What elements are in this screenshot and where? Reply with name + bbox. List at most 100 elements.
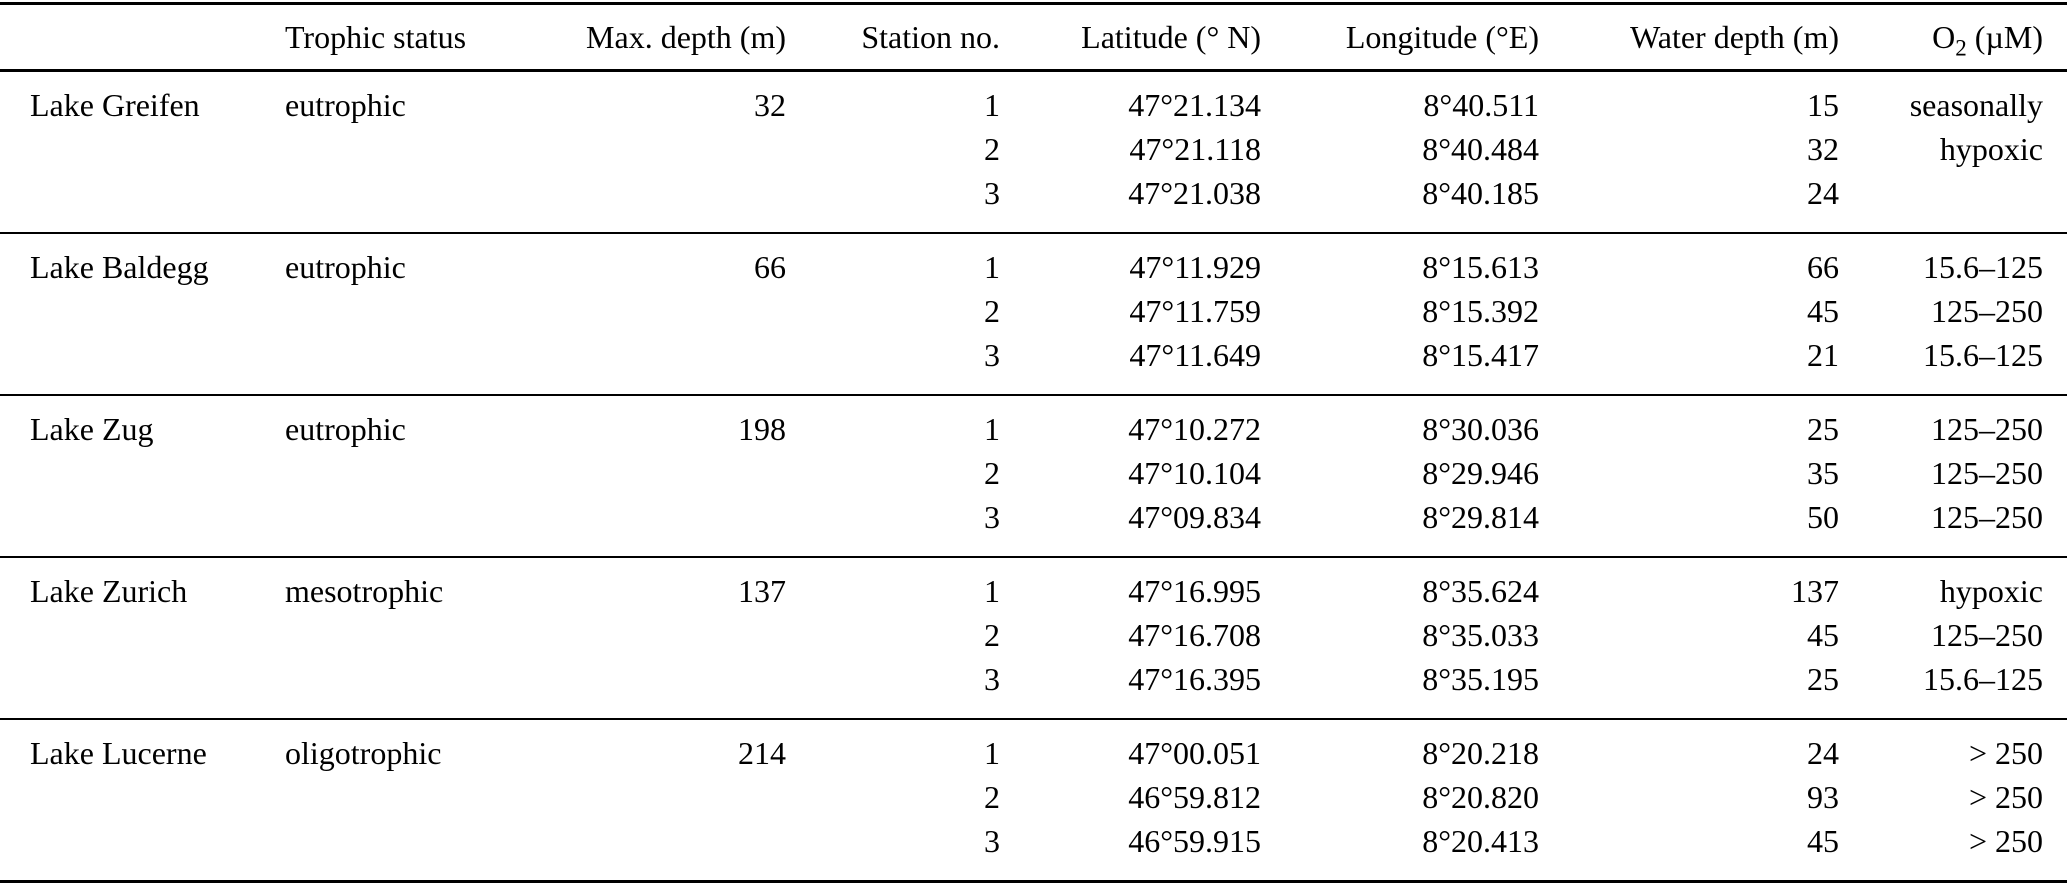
water-depth-cell: 45 xyxy=(1807,823,1839,859)
trophic-status-cell xyxy=(265,613,490,657)
o2-cell: hypoxic xyxy=(1939,131,2043,167)
latitude-cell: 47°11.649 xyxy=(1129,337,1261,373)
table-row: 3 46°59.915 8°20.413 45 > 250 xyxy=(0,819,2067,882)
max-depth-cell xyxy=(490,613,786,657)
longitude-cell: 8°20.218 xyxy=(1422,735,1539,771)
table-row: 3 47°16.395 8°35.195 25 15.6–125 xyxy=(0,657,2067,719)
table-row: Lake Lucerne oligotrophic 214 1 47°00.05… xyxy=(0,719,2067,775)
o2-symbol: O xyxy=(1932,18,1956,55)
trophic-status-cell xyxy=(265,171,490,233)
table-row: 2 47°10.104 8°29.946 35 125–250 xyxy=(0,451,2067,495)
lake-name-cell xyxy=(0,775,265,819)
o2-cell: > 250 xyxy=(1968,823,2043,859)
longitude-cell: 8°35.195 xyxy=(1422,661,1539,697)
header-latitude: Latitude (° N) xyxy=(1000,3,1261,72)
station-no-cell: 3 xyxy=(984,499,1000,535)
longitude-cell: 8°15.417 xyxy=(1422,337,1539,373)
o2-cell: 125–250 xyxy=(1931,411,2043,447)
station-no-cell: 3 xyxy=(984,661,1000,697)
longitude-cell: 8°35.033 xyxy=(1422,617,1539,653)
station-no-cell: 1 xyxy=(984,735,1000,771)
water-depth-cell: 25 xyxy=(1807,661,1839,697)
o2-cell: 15.6–125 xyxy=(1923,337,2043,373)
o2-cell: 125–250 xyxy=(1931,293,2043,329)
water-depth-cell: 66 xyxy=(1807,249,1839,285)
longitude-cell: 8°15.613 xyxy=(1422,249,1539,285)
trophic-status-cell xyxy=(265,657,490,719)
table-row: 3 47°09.834 8°29.814 50 125–250 xyxy=(0,495,2067,557)
water-depth-cell: 45 xyxy=(1807,617,1839,653)
max-depth-cell xyxy=(490,451,786,495)
table-row: Lake Zug eutrophic 198 1 47°10.272 8°30.… xyxy=(0,395,2067,451)
water-depth-cell: 32 xyxy=(1807,131,1839,167)
trophic-status-cell: mesotrophic xyxy=(285,573,444,609)
table-row: 2 47°11.759 8°15.392 45 125–250 xyxy=(0,289,2067,333)
max-depth-cell: 137 xyxy=(738,573,786,609)
header-water-depth: Water depth (m) xyxy=(1539,3,1839,72)
water-depth-cell: 24 xyxy=(1807,175,1839,211)
longitude-cell: 8°29.814 xyxy=(1422,499,1539,535)
lake-name-cell xyxy=(0,127,265,171)
o2-cell: 15.6–125 xyxy=(1923,249,2043,285)
lake-name-cell: Lake Zug xyxy=(30,411,154,447)
table-row: Lake Zurich mesotrophic 137 1 47°16.995 … xyxy=(0,557,2067,613)
o2-unit: (µM) xyxy=(1966,18,2043,55)
o2-cell: seasonally xyxy=(1909,87,2043,123)
station-no-cell: 3 xyxy=(984,823,1000,859)
table-row: Lake Greifen eutrophic 32 1 47°21.134 8°… xyxy=(0,71,2067,128)
latitude-cell: 47°21.038 xyxy=(1128,175,1261,211)
max-depth-cell: 32 xyxy=(754,87,786,123)
o2-cell: > 250 xyxy=(1968,735,2043,771)
station-no-cell: 3 xyxy=(984,175,1000,211)
lake-group-lucerne: Lake Lucerne oligotrophic 214 1 47°00.05… xyxy=(0,719,2067,882)
longitude-cell: 8°30.036 xyxy=(1422,411,1539,447)
water-depth-cell: 93 xyxy=(1807,779,1839,815)
max-depth-cell: 66 xyxy=(754,249,786,285)
lake-name-cell xyxy=(0,657,265,719)
water-depth-cell: 35 xyxy=(1807,455,1839,491)
table-row: 2 47°21.118 8°40.484 32 hypoxic xyxy=(0,127,2067,171)
lake-name-cell: Lake Baldegg xyxy=(30,249,209,285)
header-longitude: Longitude (°E) xyxy=(1261,3,1539,72)
lake-name-cell xyxy=(0,289,265,333)
max-depth-cell: 214 xyxy=(738,735,786,771)
water-depth-cell: 137 xyxy=(1791,573,1839,609)
max-depth-cell: 198 xyxy=(738,411,786,447)
latitude-cell: 47°16.708 xyxy=(1128,617,1261,653)
lake-name-cell: Lake Greifen xyxy=(30,87,200,123)
o2-cell: 125–250 xyxy=(1931,455,2043,491)
header-max-depth: Max. depth (m) xyxy=(490,3,786,72)
max-depth-cell xyxy=(490,289,786,333)
trophic-status-cell xyxy=(265,495,490,557)
longitude-cell: 8°20.413 xyxy=(1422,823,1539,859)
lake-name-cell xyxy=(0,333,265,395)
header-station-no: Station no. xyxy=(786,3,1000,72)
lake-group-zug: Lake Zug eutrophic 198 1 47°10.272 8°30.… xyxy=(0,395,2067,557)
max-depth-cell xyxy=(490,819,786,882)
longitude-cell: 8°40.484 xyxy=(1422,131,1539,167)
lake-name-cell xyxy=(0,819,265,882)
trophic-status-cell xyxy=(265,289,490,333)
trophic-status-cell xyxy=(265,451,490,495)
station-no-cell: 2 xyxy=(984,455,1000,491)
o2-cell: hypoxic xyxy=(1939,573,2043,609)
water-depth-cell: 50 xyxy=(1807,499,1839,535)
station-no-cell: 2 xyxy=(984,779,1000,815)
latitude-cell: 46°59.915 xyxy=(1128,823,1261,859)
latitude-cell: 47°11.929 xyxy=(1129,249,1261,285)
station-no-cell: 1 xyxy=(984,249,1000,285)
station-no-cell: 2 xyxy=(984,617,1000,653)
lake-group-greifen: Lake Greifen eutrophic 32 1 47°21.134 8°… xyxy=(0,71,2067,234)
station-no-cell: 2 xyxy=(984,131,1000,167)
longitude-cell: 8°40.511 xyxy=(1423,87,1539,123)
trophic-status-cell: eutrophic xyxy=(285,249,406,285)
table-row: 2 46°59.812 8°20.820 93 > 250 xyxy=(0,775,2067,819)
latitude-cell: 47°09.834 xyxy=(1128,499,1261,535)
trophic-status-cell xyxy=(265,127,490,171)
station-no-cell: 1 xyxy=(984,411,1000,447)
water-depth-cell: 15 xyxy=(1807,87,1839,123)
lake-name-cell: Lake Lucerne xyxy=(30,735,207,771)
latitude-cell: 47°16.395 xyxy=(1128,661,1261,697)
longitude-cell: 8°29.946 xyxy=(1422,455,1539,491)
